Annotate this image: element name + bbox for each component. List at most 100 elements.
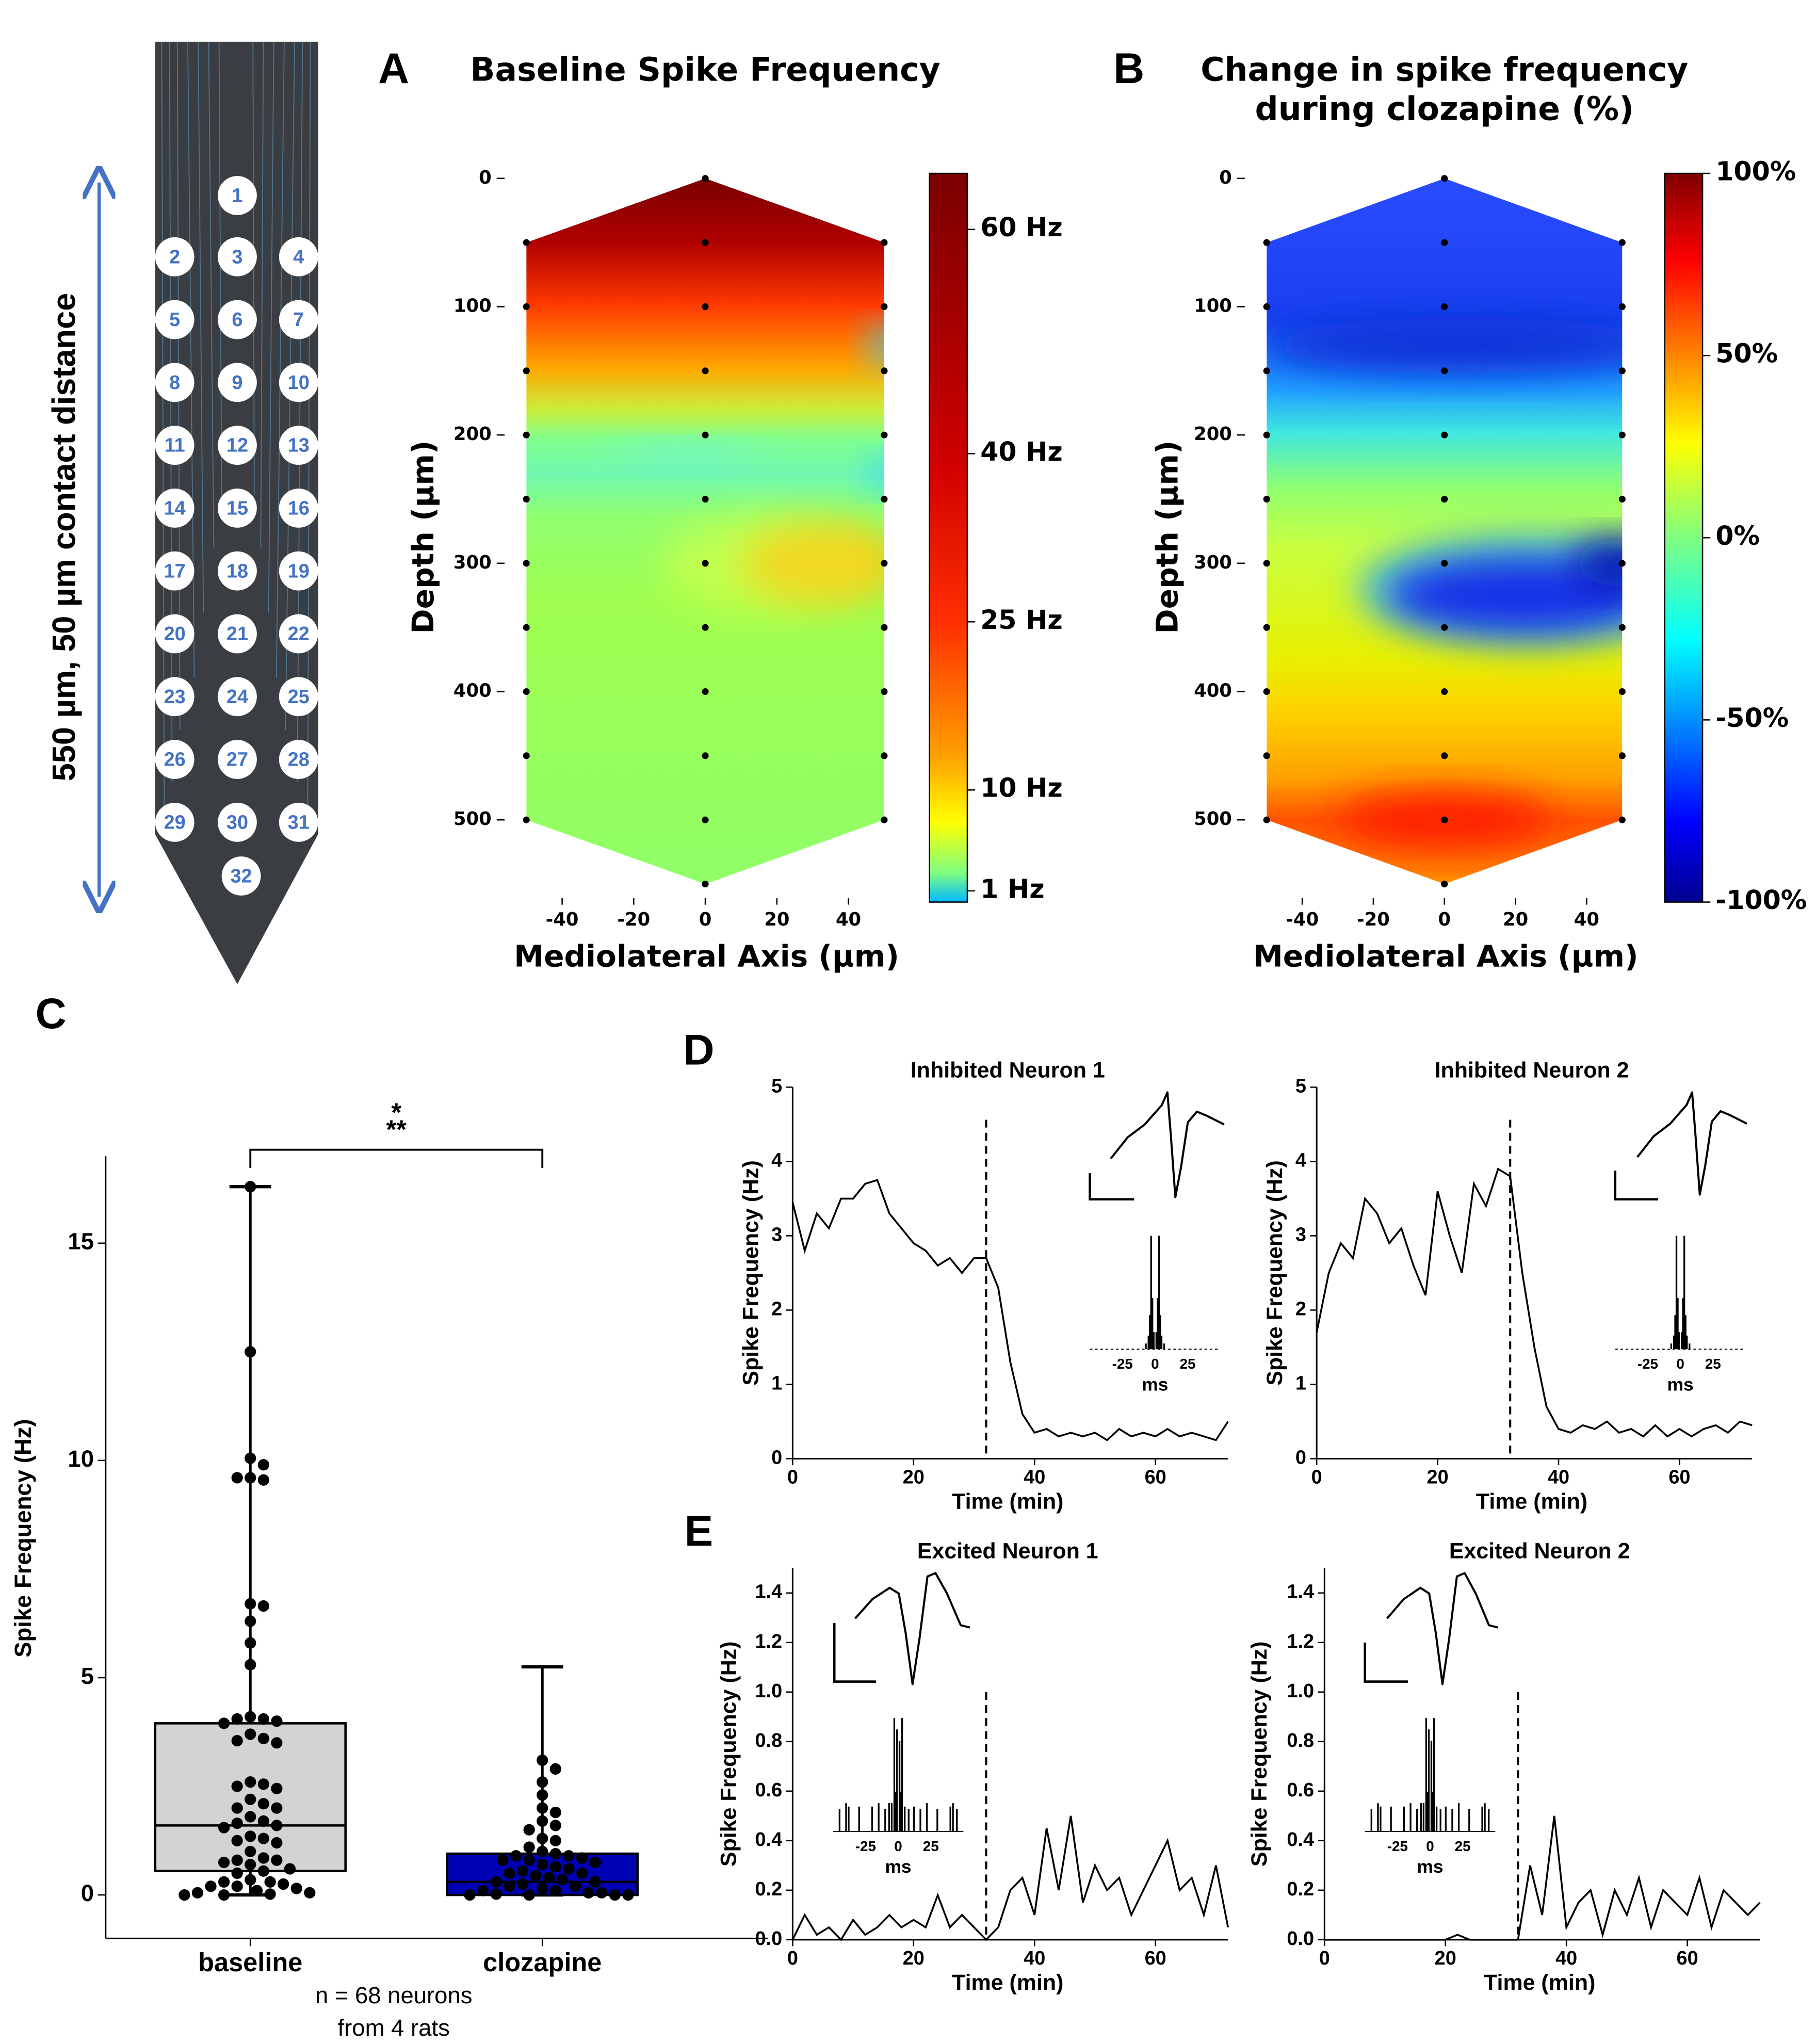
data-point xyxy=(231,1780,243,1792)
y-tick-label: 1.4 xyxy=(1287,1581,1314,1603)
data-point xyxy=(231,1880,243,1892)
electrode xyxy=(1618,367,1626,375)
chart-title: Inhibited Neuron 2 xyxy=(1435,1058,1629,1082)
y-tick-label: 0.6 xyxy=(1287,1779,1314,1801)
data-point xyxy=(549,1847,561,1860)
electrode xyxy=(523,624,530,631)
contact-label: 11 xyxy=(165,435,185,457)
contact xyxy=(155,489,194,528)
x-tick-label: 20 xyxy=(1426,1466,1448,1488)
data-point xyxy=(576,1867,588,1879)
electrode xyxy=(1441,495,1448,503)
electrode xyxy=(523,431,530,439)
data-point xyxy=(523,1841,535,1853)
electrode xyxy=(881,752,888,759)
chart-title: Baseline Spike Frequency xyxy=(470,51,940,89)
y-tick-label: 0.0 xyxy=(755,1928,782,1950)
y-tick-label: 4 xyxy=(1295,1149,1306,1171)
inset-scale-bar xyxy=(1364,1642,1408,1683)
contact-label: 5 xyxy=(169,309,180,331)
data-point xyxy=(596,1887,608,1899)
data-point xyxy=(290,1883,302,1894)
data-point xyxy=(245,1615,256,1627)
x-tick-label: 40 xyxy=(836,909,861,930)
heatmap-field xyxy=(1267,178,1623,884)
contact xyxy=(279,802,318,842)
data-point xyxy=(245,1859,256,1871)
inset-scale-bar xyxy=(833,1623,877,1683)
inset-axis-label: ms xyxy=(1142,1374,1168,1394)
x-tick-label: 20 xyxy=(1503,909,1528,930)
data-point xyxy=(257,1832,269,1844)
electrode xyxy=(1441,239,1448,246)
contact-label: 6 xyxy=(232,309,242,331)
inset-tick-label: 25 xyxy=(1705,1356,1721,1372)
contact-label: 3 xyxy=(232,246,242,268)
electrode xyxy=(881,367,888,375)
x-tick-label: 20 xyxy=(903,1466,925,1488)
y-tick-label: 1.2 xyxy=(755,1631,782,1652)
data-point xyxy=(271,1715,283,1727)
data-point xyxy=(549,1806,561,1819)
contact-label: 2 xyxy=(169,246,180,268)
electrode xyxy=(1441,880,1448,888)
data-point xyxy=(257,1852,269,1864)
inset-tick-label: 25 xyxy=(923,1838,939,1854)
electrode xyxy=(1263,752,1270,759)
significance: * xyxy=(391,1098,401,1127)
contact xyxy=(279,300,318,339)
inset-waveform xyxy=(1386,1572,1498,1685)
electrode xyxy=(523,367,530,375)
data-point xyxy=(231,1835,243,1846)
data-point xyxy=(609,1889,621,1901)
data-point xyxy=(257,1474,269,1486)
data-point xyxy=(231,1472,243,1484)
inset-tick-label: 0 xyxy=(1676,1356,1684,1372)
electrode xyxy=(1618,495,1626,503)
data-point xyxy=(245,1452,256,1464)
electrode xyxy=(1263,624,1270,631)
data-point xyxy=(245,1874,256,1886)
contact-label: 29 xyxy=(164,812,186,833)
data-point xyxy=(257,1778,269,1790)
y-tick-label: 1.2 xyxy=(1287,1631,1314,1652)
colorbar-tick-label: 25 Hz xyxy=(980,605,1063,635)
y-axis-label: Spike Frequency (Hz) xyxy=(1262,1160,1287,1386)
electrode xyxy=(1441,303,1448,311)
data-point xyxy=(218,1876,230,1888)
electrode xyxy=(881,624,888,631)
electrode xyxy=(523,495,530,503)
contact-label: 1 xyxy=(232,185,242,207)
y-tick-label: 200 xyxy=(1194,424,1232,445)
chart-title: during clozapine (%) xyxy=(1255,89,1634,127)
contact xyxy=(218,237,257,277)
colorbar-tick-label: 10 Hz xyxy=(980,773,1063,803)
contact xyxy=(155,614,194,654)
contact xyxy=(218,300,257,339)
electrode xyxy=(523,303,530,311)
x-tick-label: 0 xyxy=(787,1466,798,1488)
x-tick-label: -20 xyxy=(1357,909,1390,930)
electrode xyxy=(702,367,709,375)
contact-label: 15 xyxy=(226,497,248,519)
y-tick-label: 3 xyxy=(771,1224,782,1245)
contact xyxy=(155,426,194,465)
data-point xyxy=(530,1870,542,1881)
electrode xyxy=(881,239,888,246)
y-axis-label: Spike Frequency (Hz) xyxy=(738,1160,763,1386)
data-point xyxy=(523,1854,535,1866)
electrode xyxy=(702,431,709,439)
data-point xyxy=(218,1856,230,1869)
data-point xyxy=(537,1754,548,1766)
significance: ** xyxy=(386,1115,407,1144)
contact-label: 18 xyxy=(226,560,248,582)
data-point xyxy=(271,1782,283,1794)
data-line xyxy=(1316,1167,1753,1438)
y-tick-label: 1 xyxy=(771,1372,782,1394)
x-axis-label: Time (min) xyxy=(952,1970,1063,1995)
x-tick-label: 40 xyxy=(1548,1466,1569,1488)
contact xyxy=(218,551,257,591)
contact xyxy=(279,489,318,528)
data-point xyxy=(245,1598,256,1610)
